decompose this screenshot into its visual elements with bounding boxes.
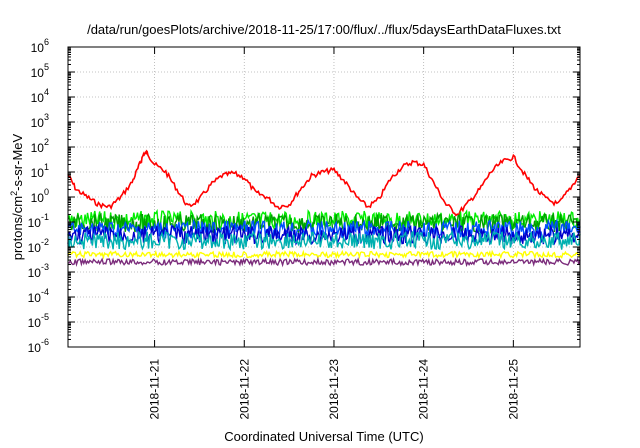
x-tick-labels: 2018-11-21 2018-11-22 2018-11-23 2018-11-24…: [148, 359, 521, 420]
y-tick-label-exponent: 4: [44, 87, 49, 97]
y-tick-label-exponent: -2: [41, 237, 49, 247]
y-tick-label-base: 10: [28, 291, 42, 305]
y-tick-label-base: 10: [28, 341, 42, 355]
y-tick-label: 10-4: [28, 287, 49, 305]
y-tick-label-base: 10: [31, 91, 45, 105]
y-tick-label: 10-3: [28, 262, 49, 280]
y-tick-label-exponent: 5: [44, 62, 49, 72]
x-tick-label: 2018-11-22: [237, 359, 251, 420]
y-tick-label-base: 10: [28, 241, 42, 255]
y-tick-label-base: 10: [28, 266, 42, 280]
y-tick-label-exponent: 2: [44, 137, 49, 147]
y-axis-label: protons/cm2-s-sr-MeV: [9, 133, 25, 260]
y-tick-label-base: 10: [31, 141, 45, 155]
y-tick-label: 100: [31, 187, 49, 205]
x-axis-label: Coordinated Universal Time (UTC): [224, 429, 423, 444]
y-tick-label: 104: [31, 87, 49, 105]
grid: [68, 47, 580, 347]
y-tick-label-exponent: -5: [41, 312, 49, 322]
y-tick-label-exponent: 0: [44, 187, 49, 197]
y-tick-label-base: 10: [31, 166, 45, 180]
y-tick-label-exponent: 1: [44, 162, 49, 172]
y-tick-label: 101: [31, 162, 49, 180]
y-tick-label: 105: [31, 62, 49, 80]
y-tick-label-base: 10: [31, 191, 45, 205]
y-tick-label-base: 10: [28, 316, 42, 330]
y-tick-label-exponent: -4: [41, 287, 49, 297]
y-axis-label-post: -s-sr-MeV: [10, 133, 25, 190]
y-tick-label-base: 10: [31, 41, 45, 55]
y-tick-label: 102: [31, 137, 49, 155]
y-tick-label-base: 10: [28, 216, 42, 230]
y-tick-label-exponent: -1: [41, 212, 49, 222]
y-tick-label-exponent: 6: [44, 37, 49, 47]
series-line: [67, 256, 581, 268]
y-tick-label: 103: [31, 112, 49, 130]
series-line: [67, 249, 581, 260]
y-tick-label-exponent: 3: [44, 112, 49, 122]
y-tick-label: 106: [31, 37, 49, 55]
x-tick-label: 2018-11-21: [148, 359, 162, 420]
y-axis-label-pre: protons/cm: [10, 196, 25, 260]
series-layer: [67, 149, 581, 268]
y-axis-label-sup: 2: [9, 191, 19, 196]
y-tick-label: 10-5: [28, 312, 49, 330]
series-line: [67, 149, 581, 217]
series-line: [67, 229, 581, 252]
y-tick-label-exponent: -6: [41, 337, 49, 347]
ticks: [68, 46, 580, 348]
y-tick-label-base: 10: [31, 66, 45, 80]
chart-title: /data/run/goesPlots/archive/2018-11-25/1…: [87, 22, 561, 37]
x-tick-label: 2018-11-25: [506, 359, 520, 420]
x-tick-label: 2018-11-24: [417, 359, 431, 420]
y-tick-labels: 10-610-510-410-310-210-11001011021031041…: [28, 37, 49, 355]
y-tick-label-base: 10: [31, 116, 45, 130]
x-tick-label: 2018-11-23: [327, 359, 341, 420]
y-tick-label: 10-2: [28, 237, 49, 255]
y-tick-label: 10-1: [28, 212, 49, 230]
y-tick-label: 10-6: [28, 337, 49, 355]
y-tick-label-exponent: -3: [41, 262, 49, 272]
